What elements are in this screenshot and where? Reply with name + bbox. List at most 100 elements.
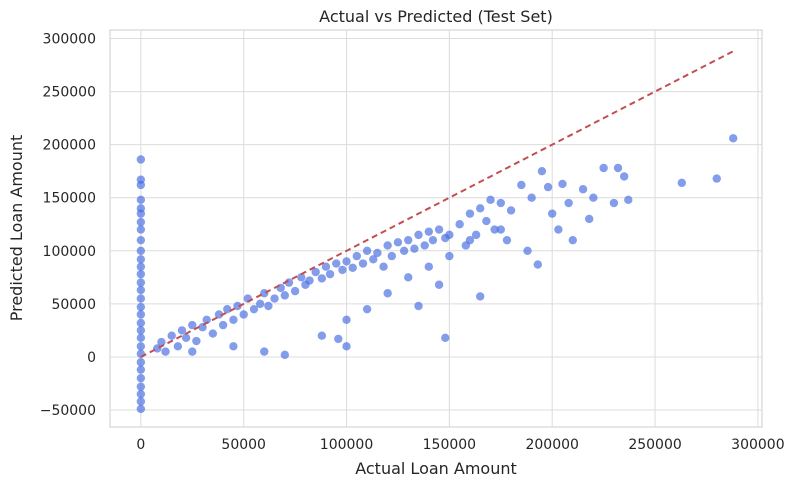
scatter-point <box>136 358 146 367</box>
scatter-point <box>223 304 232 314</box>
x-tick-labels: 0 50000 100000 150000 200000 250000 300000 <box>136 437 784 453</box>
x-tick-label: 300000 <box>731 437 784 453</box>
scatter-point <box>387 251 396 261</box>
scatter-point <box>383 241 392 250</box>
scatter-point <box>136 365 146 374</box>
scatter-point <box>136 262 146 271</box>
scatter-point <box>619 172 629 181</box>
scatter-point <box>264 301 273 311</box>
scatter-point <box>517 180 526 190</box>
scatter-point <box>352 251 362 261</box>
x-tick-label: 0 <box>136 437 145 453</box>
scatter-point <box>476 292 485 301</box>
scatter-point <box>414 230 423 240</box>
scatter-point <box>270 294 279 303</box>
scatter-point <box>136 217 146 227</box>
y-tick-labels: −50000 0 50000 100000 150000 200000 250000 3000… <box>40 31 96 419</box>
scatter-point <box>404 235 413 245</box>
scatter-point <box>136 318 146 328</box>
scatter-point <box>167 331 176 340</box>
x-tick-label: 150000 <box>423 437 476 453</box>
x-tick-label: 250000 <box>628 437 681 453</box>
scatter-point <box>136 326 146 335</box>
scatter-point <box>173 342 183 351</box>
scatter-point <box>379 262 388 271</box>
scatter-point <box>609 198 619 208</box>
scatter-point <box>428 235 438 245</box>
y-tick-label: 200000 <box>43 138 96 154</box>
scatter-point <box>613 163 623 173</box>
scatter-point <box>260 347 269 356</box>
scatter-point <box>445 251 454 261</box>
y-tick-label: 250000 <box>43 85 96 101</box>
y-tick-label: −50000 <box>40 403 96 419</box>
scatter-point <box>482 216 491 226</box>
scatter-point <box>229 315 238 324</box>
scatter-point <box>369 255 378 264</box>
scatter-point <box>434 280 444 289</box>
scatter-point <box>136 209 146 218</box>
scatter-point <box>465 209 475 218</box>
scatter-point <box>599 163 608 173</box>
scatter-point <box>239 310 248 319</box>
scatter-point <box>136 225 146 234</box>
scatter-point <box>136 255 146 264</box>
scatter-point <box>677 178 686 188</box>
scatter-point <box>136 180 146 190</box>
scatter-point <box>280 291 290 300</box>
scatter-point <box>188 320 197 330</box>
x-tick-label: 50000 <box>221 437 266 453</box>
scatter-point <box>358 259 368 268</box>
scatter-point <box>233 301 242 311</box>
y-tick-label: 300000 <box>43 31 96 47</box>
scatter-point <box>362 246 372 255</box>
scatter-point <box>486 195 495 205</box>
scatter-point <box>424 262 434 271</box>
scatter-point <box>255 299 265 309</box>
scatter-point <box>362 304 372 314</box>
scatter-point <box>136 404 146 414</box>
scatter-point <box>229 342 238 351</box>
scatter-point <box>214 310 224 319</box>
scatter-point <box>136 382 146 391</box>
scatter-point <box>712 174 721 183</box>
scatter-point <box>136 278 146 287</box>
x-axis-title: Actual Loan Amount <box>355 459 517 477</box>
scatter-point <box>136 333 146 343</box>
scatter-point <box>157 337 166 347</box>
scatter-point <box>476 204 485 213</box>
scatter-point <box>317 274 327 283</box>
x-tick-label: 100000 <box>320 437 373 453</box>
scatter-point <box>383 289 392 298</box>
scatter-point <box>297 273 306 282</box>
scatter-point <box>317 331 327 340</box>
scatter-point <box>280 350 290 360</box>
scatter-point <box>136 342 146 351</box>
scatter-point <box>325 269 335 279</box>
scatter-point <box>342 315 351 324</box>
scatter-point <box>455 220 464 229</box>
scatter-point <box>434 225 444 234</box>
scatter-point <box>404 273 413 282</box>
scatter-point <box>342 342 351 351</box>
scatter-point <box>208 329 218 338</box>
scatter-point <box>332 259 341 268</box>
scatter-point <box>136 155 146 164</box>
scatter-point <box>136 195 146 205</box>
y-tick-label: 100000 <box>43 244 96 260</box>
scatter-point <box>188 347 197 356</box>
scatter-point <box>506 206 516 215</box>
scatter-point <box>136 235 146 245</box>
scatter-point <box>523 246 532 255</box>
scatter-point <box>202 315 211 324</box>
scatter-point <box>249 304 259 314</box>
scatter-point <box>334 334 343 344</box>
scatter-point <box>548 209 557 218</box>
scatter-points <box>136 134 738 414</box>
scatter-point <box>342 257 351 266</box>
scatter-point <box>424 227 434 236</box>
scatter-point <box>399 246 409 255</box>
scatter-point <box>136 302 146 312</box>
scatter-point <box>568 235 577 245</box>
